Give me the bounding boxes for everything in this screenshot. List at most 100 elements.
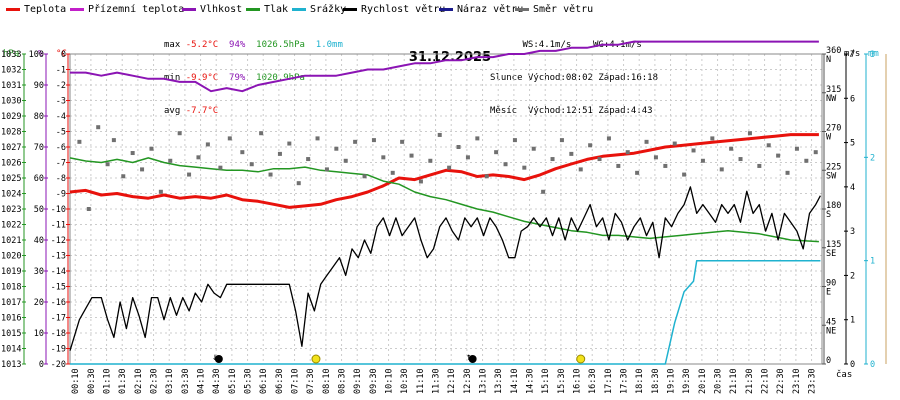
- axis-dir-label: 135: [826, 240, 841, 250]
- wind-direction-point: [522, 165, 527, 170]
- legend-swatch: [515, 8, 529, 11]
- stats-panel: max -5.2°C 94% 1026.5hPa 1.0mm min -9.9°…: [164, 18, 343, 139]
- axis-celsius-label: -2: [56, 81, 66, 91]
- wind-direction-point: [776, 153, 781, 158]
- x-tick-label: 15:10: [541, 368, 551, 394]
- axis-celsius-label: -11: [51, 221, 66, 231]
- axis-celsius-label: -1: [56, 66, 66, 76]
- wind-direction-point: [205, 142, 210, 147]
- axis-pct-label: 70: [34, 143, 44, 153]
- x-tick-label: 05:10: [228, 368, 238, 394]
- wind-direction-point: [130, 151, 135, 156]
- moonset-time: Západ:4:43: [598, 106, 653, 116]
- x-tick-label: 12:10: [447, 368, 457, 394]
- wind-direction-point: [418, 179, 423, 184]
- axis-hpa-label: 1024: [1, 190, 21, 200]
- wind-direction-point: [757, 163, 762, 168]
- x-tick-label: 04:10: [197, 368, 207, 394]
- axis-ms-label: 1: [850, 316, 855, 326]
- wind-direction-point: [794, 146, 799, 151]
- wind-direction-point: [168, 158, 173, 163]
- moon-event-arrow: ↑: [466, 352, 472, 363]
- axis-hpa-label: 1023: [1, 205, 21, 215]
- axis-pct-label: 80: [34, 112, 44, 122]
- axis-mm-label: 0: [870, 360, 875, 370]
- axis-hpa-title: hPa: [3, 49, 19, 59]
- x-tick-label: 19:30: [682, 368, 692, 394]
- legend-label: Vlhkost: [200, 4, 243, 15]
- axis-dir-label: SW: [826, 171, 837, 181]
- wind-direction-point: [625, 150, 630, 155]
- legend-item: Přízemní teplota: [70, 4, 184, 15]
- wind-direction-point: [196, 155, 201, 160]
- axis-dir-label: 180: [826, 201, 841, 211]
- axis-hpa-label: 1027: [1, 143, 21, 153]
- series-line-srážky: [70, 259, 821, 365]
- x-tick-label: 04:30: [212, 368, 222, 394]
- x-axis-title: čas: [836, 369, 852, 380]
- legend-swatch: [343, 8, 357, 11]
- wind-direction-point: [747, 131, 752, 136]
- wind-direction-point: [371, 138, 376, 143]
- x-tick-label: 23:10: [792, 368, 802, 394]
- stats-max-temp: -5.2°C: [185, 40, 219, 50]
- x-tick-label: 07:30: [306, 368, 316, 394]
- axis-pct-label: 30: [34, 267, 44, 277]
- wind-direction-point: [682, 172, 687, 177]
- wind-direction-point: [653, 155, 658, 160]
- axis-pct-label: 20: [34, 298, 44, 308]
- wind-speed-now: WS:4.1m/s: [522, 40, 572, 50]
- x-tick-label: 01:30: [118, 368, 128, 394]
- wind-direction-point: [635, 170, 640, 175]
- wind-direction-point: [428, 158, 433, 163]
- stats-max-press: 1026.5hPa: [256, 40, 305, 50]
- axis-dir-label: 225: [826, 162, 841, 172]
- stats-avg-temp: -7.7°C: [185, 106, 219, 116]
- axis-hpa-label: 1014: [1, 345, 21, 355]
- axis-celsius-label: -16: [51, 298, 66, 308]
- wind-direction-point: [96, 125, 101, 130]
- axis-mm-title: mm: [868, 49, 879, 59]
- x-tick-label: 11:30: [432, 368, 442, 394]
- x-tick-label: 11:10: [416, 368, 426, 394]
- axis-hpa-label: 1022: [1, 221, 21, 231]
- axis-celsius-label: 0: [61, 50, 66, 60]
- x-tick-label: 03:10: [165, 368, 175, 394]
- x-tick-label: 19:10: [667, 368, 677, 394]
- wind-direction-point: [456, 145, 461, 149]
- series-line-teplota: [69, 133, 819, 209]
- wind-direction-point: [710, 136, 715, 141]
- wind-direction-point: [390, 170, 395, 175]
- wind-direction-point: [691, 148, 696, 153]
- axis-celsius-label: -5: [56, 128, 66, 138]
- legend-label: Srážky: [310, 4, 347, 15]
- sunset-time: Západ:16:18: [598, 73, 658, 83]
- x-tick-label: 00:10: [71, 368, 81, 394]
- axis-celsius-label: -17: [51, 314, 66, 324]
- axis-celsius-label: -15: [51, 283, 66, 293]
- wind-direction-point: [719, 167, 724, 172]
- wind-direction-point: [541, 189, 546, 194]
- axis-celsius-label: -4: [56, 112, 66, 122]
- wind-direction-point: [149, 146, 154, 151]
- x-tick-label: 23:30: [808, 368, 818, 394]
- x-tick-label: 17:10: [604, 368, 614, 394]
- axis-celsius-label: -7: [56, 159, 66, 169]
- wind-direction-point: [475, 136, 480, 141]
- wind-direction-point: [249, 162, 254, 167]
- x-tick-label: 18:30: [651, 368, 661, 394]
- stats-max-rain: 1.0mm: [315, 40, 343, 50]
- x-tick-label: 14:30: [526, 368, 536, 394]
- x-tick-label: 02:10: [134, 368, 144, 394]
- x-tick-label: 21:30: [745, 368, 755, 394]
- stats-min-label: min: [164, 73, 181, 83]
- axis-ms-label: 4: [850, 183, 855, 193]
- legend-label: Náraz větru: [457, 4, 524, 15]
- series-line-rychlost-větru: [69, 186, 821, 351]
- legend-swatch: [182, 8, 196, 11]
- axis-hpa-label: 1030: [1, 97, 21, 107]
- axis-hpa-label: 1029: [1, 112, 21, 122]
- axis-pct-label: 10: [34, 329, 44, 339]
- wind-direction-point: [700, 158, 705, 163]
- axis-dir-label: NE: [826, 326, 836, 336]
